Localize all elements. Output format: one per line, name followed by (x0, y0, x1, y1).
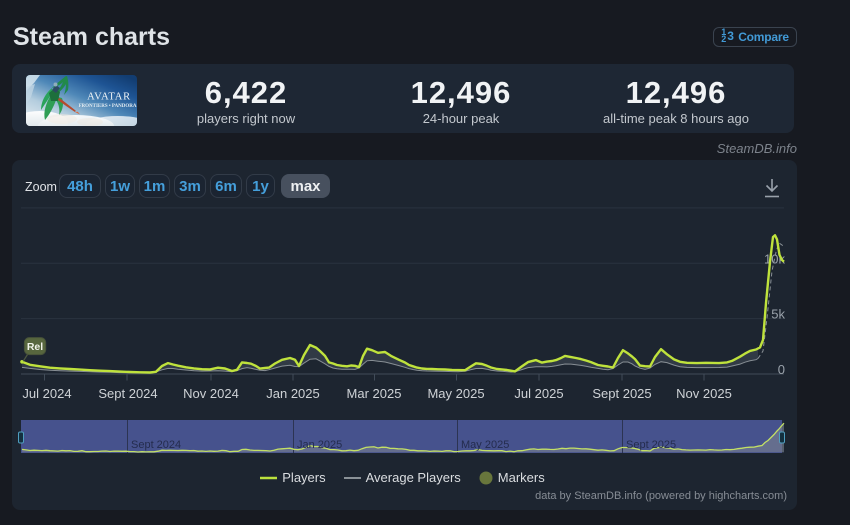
svg-text:Jan 2025: Jan 2025 (297, 439, 342, 451)
svg-text:Nov 2025: Nov 2025 (676, 386, 732, 401)
svg-text:May 2025: May 2025 (461, 439, 509, 451)
svg-text:Jul 2024: Jul 2024 (22, 386, 71, 401)
svg-text:0: 0 (778, 362, 785, 377)
svg-text:Sept 2024: Sept 2024 (98, 386, 157, 401)
svg-text:Nov 2024: Nov 2024 (183, 386, 239, 401)
svg-text:Sept 2025: Sept 2025 (626, 439, 676, 451)
svg-text:Sept 2025: Sept 2025 (592, 386, 651, 401)
svg-text:FRONTIERS • PANDORA: FRONTIERS • PANDORA (78, 104, 136, 109)
svg-text:Rel: Rel (27, 341, 43, 353)
svg-text:Sept 2024: Sept 2024 (131, 439, 181, 451)
svg-text:Mar 2025: Mar 2025 (347, 386, 402, 401)
svg-text:Jul 2025: Jul 2025 (514, 386, 563, 401)
svg-text:May 2025: May 2025 (427, 386, 484, 401)
svg-text:5k: 5k (771, 307, 785, 322)
svg-text:Jan 2025: Jan 2025 (266, 386, 320, 401)
svg-text:AVATAR: AVATAR (87, 92, 131, 103)
